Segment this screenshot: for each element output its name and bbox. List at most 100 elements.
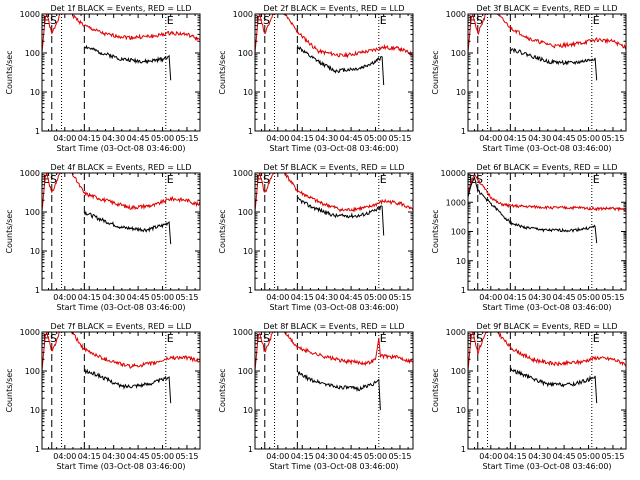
panel-plot-area (255, 14, 413, 86)
lld-rate-series (255, 173, 413, 213)
x-tick-label: 04:45 (553, 293, 576, 302)
x-tick-label: 04:30 (315, 134, 338, 143)
x-axis-title: Start Time (03-Oct-08 03:46:00) (269, 303, 398, 312)
panel-plot-area (42, 332, 200, 404)
panel-title: Det 8f BLACK = Events, RED = LLD (263, 322, 404, 331)
x-tick-label: 04:30 (102, 293, 125, 302)
y-tick-label: 1 (35, 445, 40, 454)
marker-label: E (593, 173, 600, 186)
y-tick-label: 1000 (446, 328, 466, 337)
y-axis-title: Counts/sec (431, 368, 440, 412)
y-tick-label: 100 (451, 367, 466, 376)
events-rate-series (83, 210, 172, 245)
y-tick-label: 10 (456, 88, 466, 97)
x-axis-title: Start Time (03-Oct-08 03:46:00) (482, 462, 611, 471)
panel-title: Det 6f BLACK = Events, RED = LLD (476, 163, 617, 172)
y-tick-label: 1 (248, 127, 253, 136)
lld-rate-series (468, 14, 626, 54)
x-tick-label: 04:45 (127, 293, 150, 302)
lld-rate-series (468, 332, 626, 372)
x-tick-label: 04:15 (78, 293, 101, 302)
lld-rate-series (42, 332, 200, 372)
y-tick-label: 100 (238, 49, 253, 58)
y-tick-label: 1 (461, 445, 466, 454)
marker-label: E (167, 332, 174, 345)
marker-label: E (593, 332, 600, 345)
x-tick-label: 04:00 (53, 293, 76, 302)
x-tick-label: 04:00 (479, 134, 502, 143)
x-tick-label: 05:00 (577, 293, 600, 302)
x-axis-title: Start Time (03-Oct-08 03:46:00) (56, 144, 185, 153)
y-tick-label: 100 (451, 228, 466, 237)
plot-frame (467, 331, 627, 450)
x-tick-label: 04:00 (266, 293, 289, 302)
marker-label: E (380, 332, 387, 345)
marker-label: S (476, 173, 483, 186)
y-tick-label: 100 (25, 49, 40, 58)
panel-title: Det 5f BLACK = Events, RED = LLD (263, 163, 404, 172)
x-axis-title: Start Time (03-Oct-08 03:46:00) (482, 303, 611, 312)
x-axis-title: Start Time (03-Oct-08 03:46:00) (56, 462, 185, 471)
x-tick-label: 05:00 (364, 452, 387, 461)
panel-plot-area (468, 14, 626, 81)
x-axis-title: Start Time (03-Oct-08 03:46:00) (482, 144, 611, 153)
panel-plot-area (468, 332, 626, 404)
panel-plot-area (42, 173, 200, 245)
y-tick-label: 100 (238, 367, 253, 376)
marker-label: E (256, 332, 263, 345)
x-tick-label: 04:15 (504, 293, 527, 302)
x-tick-label: 04:30 (528, 293, 551, 302)
panel-plot-area (42, 14, 200, 81)
plot-frame (41, 331, 201, 450)
x-tick-label: 05:15 (175, 452, 198, 461)
marker-label: E (256, 14, 263, 27)
panel-plot-area (255, 173, 413, 236)
lld-rate-series (468, 173, 626, 213)
x-tick-label: 04:30 (315, 452, 338, 461)
y-tick-label: 10 (30, 406, 40, 415)
x-tick-label: 04:30 (102, 134, 125, 143)
marker-label: E (469, 14, 476, 27)
lld-rate-series (255, 332, 413, 372)
y-tick-label: 10 (243, 88, 253, 97)
panel-plot-area (255, 332, 413, 411)
y-axis-title: Counts/sec (218, 50, 227, 94)
x-tick-label: 04:45 (553, 134, 576, 143)
x-tick-label: 04:15 (504, 134, 527, 143)
lld-rate-series (42, 173, 200, 213)
y-tick-label: 1000 (446, 10, 466, 19)
marker-label: E (380, 14, 387, 27)
x-tick-label: 04:45 (553, 452, 576, 461)
x-axis-title: Start Time (03-Oct-08 03:46:00) (269, 462, 398, 471)
y-tick-label: 10 (30, 247, 40, 256)
marker-label: E (380, 173, 387, 186)
panel-plot-area (468, 173, 626, 244)
x-tick-label: 04:15 (291, 134, 314, 143)
y-axis-title: Counts/sec (431, 209, 440, 253)
y-tick-label: 1 (461, 127, 466, 136)
y-axis-title: Counts/sec (5, 209, 14, 253)
y-tick-label: 100 (25, 367, 40, 376)
events-rate-series (510, 47, 598, 81)
x-tick-label: 05:15 (175, 134, 198, 143)
plot-frame (41, 13, 201, 132)
marker-label: S (263, 332, 270, 345)
y-tick-label: 100 (451, 49, 466, 58)
x-tick-label: 04:15 (78, 134, 101, 143)
marker-label: S (50, 173, 57, 186)
y-axis-title: Counts/sec (218, 368, 227, 412)
marker-label: S (263, 14, 270, 27)
marker-label: S (476, 14, 483, 27)
events-rate-series (509, 367, 598, 404)
x-tick-label: 04:30 (315, 293, 338, 302)
x-tick-label: 05:15 (601, 134, 624, 143)
plot-frame (41, 172, 201, 291)
panel-title: Det 4f BLACK = Events, RED = LLD (50, 163, 191, 172)
marker-label: E (593, 14, 600, 27)
x-tick-label: 05:00 (577, 452, 600, 461)
